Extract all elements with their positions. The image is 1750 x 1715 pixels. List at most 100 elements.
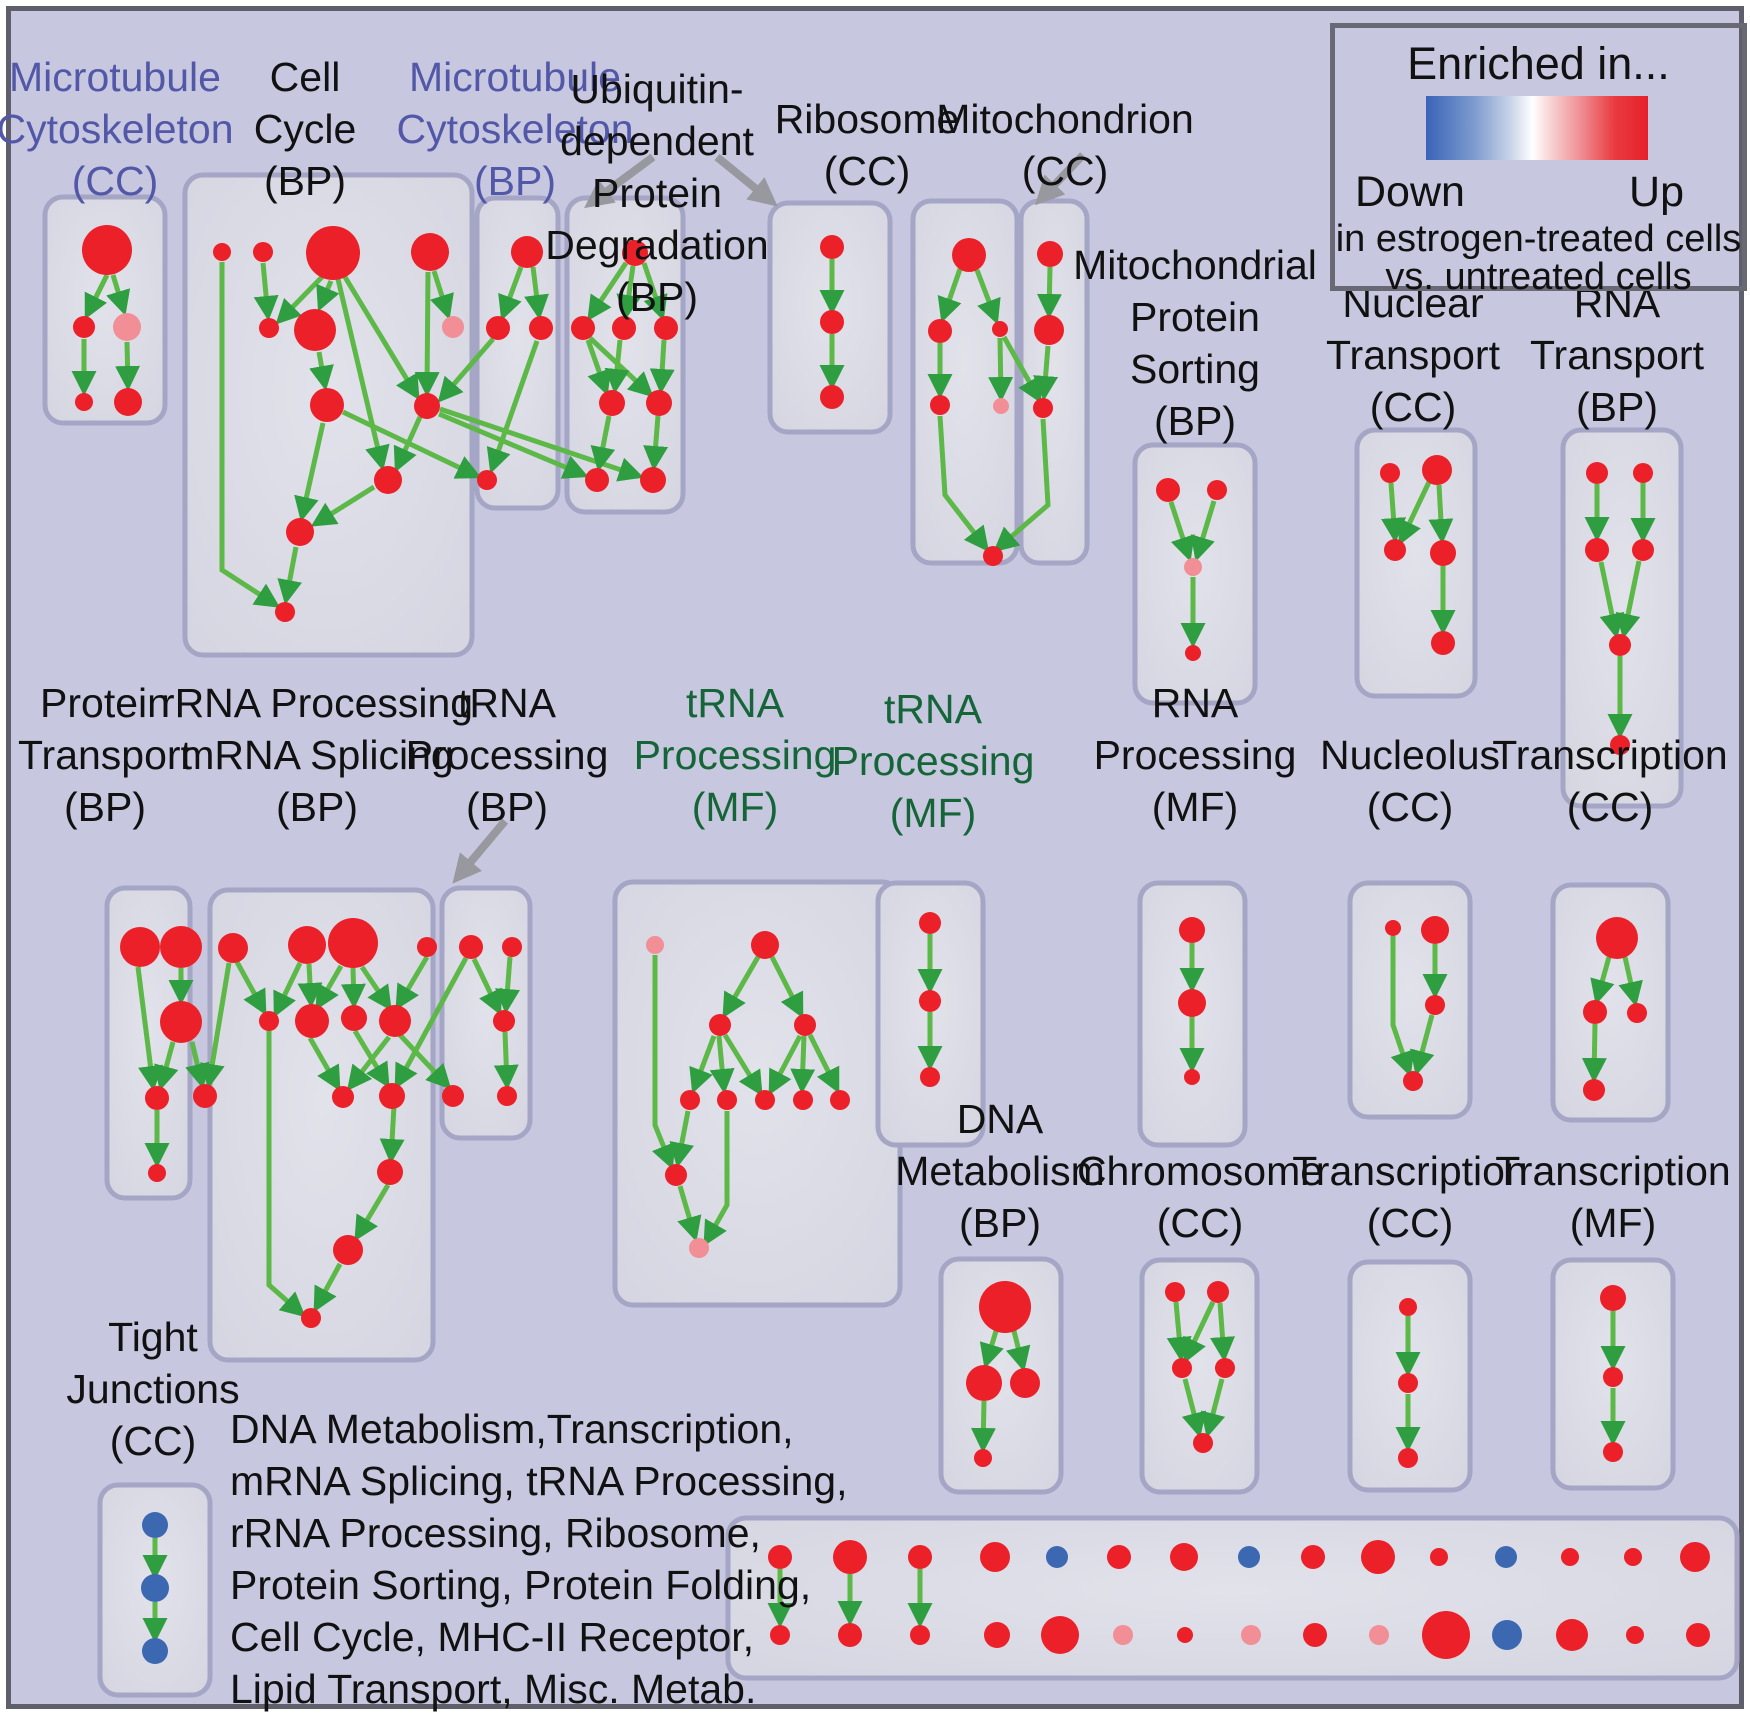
edge-arrow	[395, 955, 430, 1011]
go-term-node	[820, 310, 844, 334]
cluster-label: Ribosome (CC)	[774, 96, 960, 194]
edge-arrow	[970, 1400, 996, 1453]
legend-subtitle-line2: vs. untreated cells	[1385, 256, 1692, 298]
go-term-node	[442, 1085, 464, 1107]
edge-arrow	[590, 415, 616, 472]
edge-arrow	[359, 965, 392, 1012]
cluster-box-rrna-processing-mrna-splicing-bp	[207, 887, 436, 1363]
go-term-nodes	[73, 225, 1710, 1664]
edge-arrow	[1581, 1023, 1607, 1083]
edge-arrow	[398, 1033, 452, 1090]
edge-arrow	[709, 1035, 735, 1094]
go-term-node	[1585, 538, 1609, 562]
go-term-node	[820, 235, 844, 259]
cluster-box-misc-collapsed-terms	[725, 1515, 1740, 1681]
edge-arrow	[769, 955, 804, 1019]
cluster-label: tRNA Processing (MF)	[633, 680, 837, 830]
cluster-label: Tight Junctions (CC)	[66, 1314, 240, 1464]
go-term-node	[301, 1308, 321, 1328]
go-term-node	[1113, 1625, 1133, 1645]
go-term-node	[979, 1281, 1031, 1333]
go-term-node	[114, 388, 142, 416]
edge-arrow	[1410, 1014, 1435, 1076]
edge-arrow	[234, 960, 267, 1016]
go-term-node	[755, 1090, 775, 1110]
go-term-node	[259, 318, 279, 338]
edge-arrow	[275, 275, 324, 325]
go-term-node	[717, 1090, 737, 1110]
go-term-node	[459, 935, 483, 959]
go-term-node	[571, 316, 595, 340]
go-term-node	[193, 1084, 217, 1108]
go-term-node	[160, 926, 202, 968]
go-term-node	[1430, 1548, 1448, 1566]
go-term-node	[1610, 735, 1630, 755]
go-term-node	[980, 1542, 1010, 1572]
go-term-node	[1172, 1358, 1192, 1378]
go-term-node	[1561, 1548, 1579, 1566]
label-pointer-arrow	[584, 153, 656, 209]
cluster-box-ubiquitin-degradation-left	[564, 195, 686, 515]
go-term-node	[1184, 1069, 1200, 1085]
edge-arrow	[1615, 560, 1642, 639]
edge-arrow	[414, 271, 440, 397]
go-term-node	[952, 238, 986, 272]
go-term-node	[794, 1014, 816, 1036]
blue-red-gradient-bar	[1426, 96, 1648, 160]
edge-arrow	[604, 339, 630, 394]
go-term-node	[793, 1090, 813, 1110]
go-term-node	[1301, 1545, 1325, 1569]
go-term-node	[1369, 1625, 1389, 1645]
cluster-label: Transcription (CC)	[1292, 1148, 1528, 1246]
go-term-node	[120, 927, 160, 967]
cluster-box-chromosome-cc	[1139, 1257, 1260, 1495]
go-term-node	[511, 236, 543, 268]
go-term-node	[1624, 1548, 1642, 1566]
go-term-node	[830, 1090, 850, 1110]
go-term-node	[1398, 1373, 1418, 1393]
legend-up-label: Up	[1629, 168, 1684, 216]
edge-arrow	[979, 1330, 1004, 1369]
go-term-node	[654, 316, 678, 340]
edge-arrow	[651, 955, 676, 1170]
edge-arrow	[807, 1033, 840, 1094]
edge-arrow	[988, 337, 1014, 402]
edge-arrow	[154, 1041, 179, 1091]
edge-arrow	[722, 955, 761, 1019]
go-term-node	[993, 398, 1009, 414]
go-term-node	[286, 518, 314, 546]
edge-arrow	[335, 278, 390, 471]
go-term-node	[253, 242, 273, 262]
go-term-node	[377, 1159, 403, 1185]
go-term-node	[966, 1365, 1002, 1401]
edge-arrow	[1590, 956, 1615, 1005]
cluster-label: DNA Metabolism (BP)	[895, 1096, 1105, 1246]
go-term-node	[1170, 1543, 1198, 1571]
cluster-label: Nucleolus (CC)	[1319, 732, 1501, 830]
go-term-node	[1430, 540, 1456, 566]
enrichment-edges	[71, 259, 1656, 1643]
go-term-node	[1037, 241, 1063, 267]
edge-arrow	[471, 957, 502, 1016]
go-term-node	[1627, 1003, 1647, 1023]
edge-arrow	[394, 956, 469, 1090]
go-term-node	[1495, 1546, 1517, 1568]
go-term-node	[833, 1540, 867, 1574]
legend-down-label: Down	[1355, 168, 1465, 216]
go-term-node	[1033, 398, 1053, 418]
go-term-node	[1185, 645, 1201, 661]
edge-arrow	[1190, 500, 1217, 562]
edge-arrow	[277, 546, 302, 605]
edge-arrow	[346, 1035, 391, 1091]
go-term-node	[328, 918, 378, 968]
edge-arrow	[266, 1031, 306, 1318]
go-term-node	[680, 1090, 700, 1110]
edge-arrow	[1398, 480, 1432, 546]
cluster-label: RNA Processing (MF)	[1093, 680, 1297, 830]
edge-arrow	[587, 261, 629, 322]
edge-arrow	[1183, 1300, 1216, 1364]
edge-arrow	[437, 337, 495, 403]
edge-arrow	[937, 415, 990, 552]
go-term-node	[414, 393, 440, 419]
